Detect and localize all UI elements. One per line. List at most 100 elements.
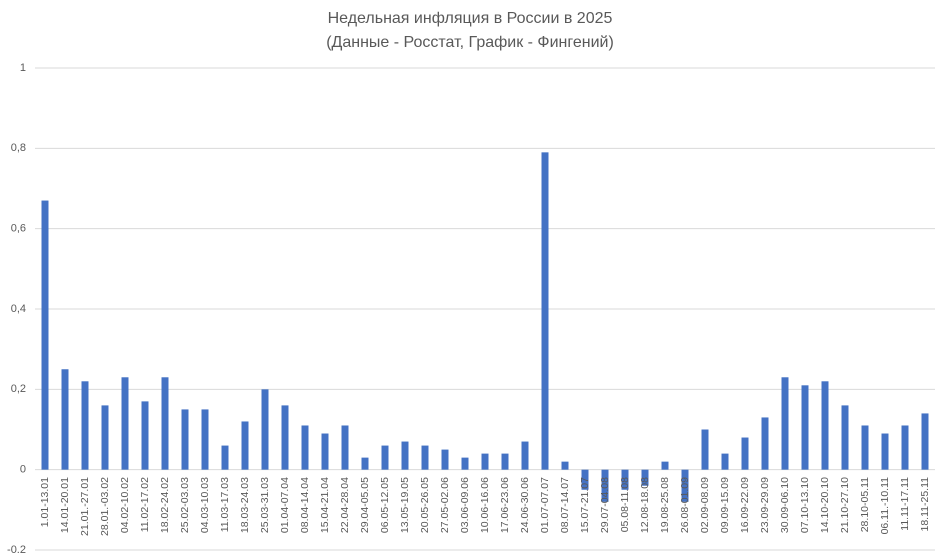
bar <box>521 441 529 470</box>
bar <box>141 401 149 470</box>
bar <box>701 429 709 470</box>
x-tick-label: 01.07-07.07 <box>539 477 551 533</box>
x-tick-label: 25.03-31.03 <box>259 477 271 533</box>
y-tick-label: 1 <box>20 62 26 74</box>
bar <box>541 152 549 470</box>
y-tick-label: 0,2 <box>11 383 26 395</box>
x-tick-label: 28.10-05.11 <box>859 477 871 532</box>
x-tick-label: 13.05-19.05 <box>399 477 411 533</box>
x-tick-label: 14.01-20.01 <box>59 477 71 533</box>
x-tick-label: 18.02-24.02 <box>159 477 171 533</box>
x-tick-label: 04.03-10.03 <box>199 477 211 533</box>
bar <box>301 425 309 470</box>
y-tick-label: -0.2 <box>7 544 26 554</box>
x-tick-label: 27.05-02.06 <box>439 477 451 533</box>
x-tick-label: 22.04-28.04 <box>339 477 351 533</box>
y-tick-label: 0,8 <box>11 142 26 154</box>
bar <box>61 369 69 470</box>
x-tick-label: 12.08-18.08 <box>639 477 651 533</box>
x-tick-label: 25.02-03.03 <box>179 477 191 533</box>
bar <box>221 445 229 470</box>
x-tick-label: 24.06-30.06 <box>519 477 531 533</box>
x-tick-label: 10.06-16.06 <box>479 477 491 533</box>
bar <box>121 377 129 470</box>
x-tick-label: 29.07-04.08 <box>599 477 611 533</box>
x-tick-label: 23.09-29.09 <box>759 477 771 533</box>
x-tick-label: 16.09-22.09 <box>739 477 751 533</box>
x-tick-label: 09.09-15.09 <box>719 477 731 533</box>
bar <box>401 441 409 470</box>
bar <box>881 433 889 470</box>
chart-title: Недельная инфляция в России в 2025 <box>328 10 613 27</box>
y-tick-label: 0,4 <box>11 303 26 315</box>
bar <box>681 469 689 502</box>
bar <box>581 469 589 490</box>
x-tick-label: 07.10-13.10 <box>799 477 811 533</box>
x-tick-label: 06.05-12.05 <box>379 477 391 533</box>
bar <box>341 425 349 470</box>
x-tick-label: 19.08-25.08 <box>659 477 671 533</box>
bar <box>481 453 489 470</box>
x-tick-label: 01.04-07.04 <box>279 477 291 533</box>
x-tick-label: 30.09-06.10 <box>779 477 791 533</box>
x-tick-label: 15.04-21.04 <box>319 477 331 533</box>
x-tick-label: 26.08-01.09 <box>679 477 691 533</box>
x-tick-label: 21.01.-27.01 <box>79 477 91 536</box>
bar <box>841 405 849 470</box>
bar <box>921 413 929 470</box>
bar <box>381 445 389 470</box>
bar <box>741 437 749 470</box>
bar <box>461 457 469 470</box>
bar <box>441 449 449 470</box>
x-tick-label: 06.11.-10.11 <box>879 477 891 535</box>
x-tick-label: 20.05-26.05 <box>419 477 431 533</box>
bar <box>161 377 169 470</box>
chart-subtitle: (Данные - Росстат, График - Фингений) <box>326 34 614 51</box>
x-tick-label: 18.11-25.11 <box>919 477 931 532</box>
x-tick-label: 11.11-17.11 <box>899 477 911 531</box>
bar <box>801 385 809 470</box>
bar <box>101 405 109 470</box>
x-tick-label: 03.06-09.06 <box>459 477 471 533</box>
bar <box>821 381 829 470</box>
bar <box>861 425 869 470</box>
x-tick-label: 21.10-27.10 <box>839 477 851 533</box>
bar <box>181 409 189 470</box>
bar <box>601 469 609 502</box>
bar <box>81 381 89 470</box>
x-tick-label: 28.01.-03.02 <box>99 477 111 536</box>
bar <box>781 377 789 470</box>
x-tick-label: 08.07-14.07 <box>559 477 571 533</box>
y-tick-label: 0,6 <box>11 223 26 235</box>
bar <box>201 409 209 470</box>
bar <box>421 445 429 470</box>
bar <box>321 433 329 470</box>
y-tick-label: 0 <box>20 464 26 476</box>
bar <box>901 425 909 470</box>
bar <box>281 405 289 470</box>
bar <box>761 417 769 470</box>
bar <box>561 461 569 470</box>
bar <box>621 469 629 490</box>
x-tick-label: 14.10-20.10 <box>819 477 831 533</box>
bar <box>261 389 269 470</box>
x-tick-label: 08.04-14.04 <box>299 477 311 533</box>
x-tick-label: 11.02-17.02 <box>139 477 151 532</box>
bar <box>641 469 649 486</box>
x-tick-label: 17.06-23.06 <box>499 477 511 533</box>
bar <box>361 457 369 470</box>
x-tick-label: 15.07-21.07 <box>579 477 591 533</box>
bar <box>721 453 729 470</box>
x-tick-label: 1.01-13.01 <box>39 477 51 527</box>
bar <box>241 421 249 470</box>
x-tick-label: 18.03-24.03 <box>239 477 251 533</box>
bar <box>41 200 49 470</box>
bar <box>661 461 669 470</box>
x-tick-label: 02.09-08.09 <box>699 477 711 533</box>
bar <box>501 453 509 470</box>
x-tick-label: 29.04-05.05 <box>359 477 371 533</box>
x-tick-label: 05.08-11.08 <box>619 477 631 532</box>
x-tick-label: 11.03-17.03 <box>219 477 231 532</box>
x-tick-label: 04.02-10.02 <box>119 477 131 533</box>
